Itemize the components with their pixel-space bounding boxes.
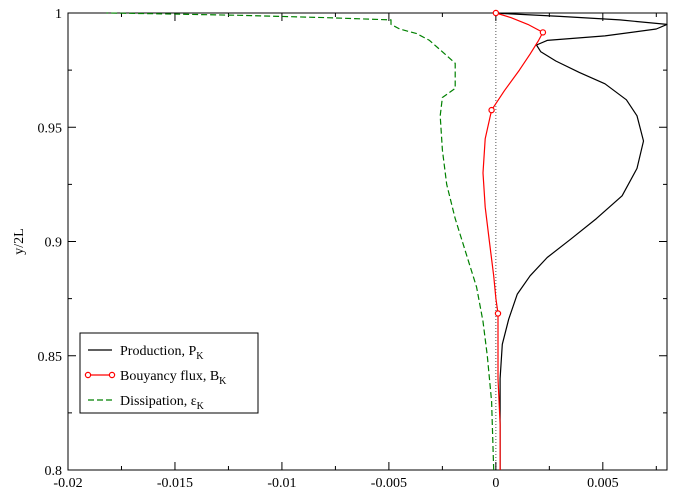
x-tick-label: -0.01: [267, 476, 296, 491]
axis-tick-labels: -0.02 -0.015 -0.01 -0.005 0 0.005 0.8 0.85 0.9 0.…: [38, 7, 619, 491]
series-line-0: [495, 12, 668, 470]
legend: Production, PK Bouyancy flux, BK Dissipati…: [79, 332, 259, 414]
series-marker-1: [539, 29, 547, 36]
y-tick-label: 0.9: [45, 236, 63, 251]
legend-subscript-0: K: [196, 351, 204, 362]
y-tick-label: 1: [55, 7, 62, 22]
x-tick-label: 0: [492, 476, 499, 491]
x-tick-label: -0.02: [53, 476, 82, 491]
series-marker-1: [492, 9, 500, 17]
legend-entry-0: Production, PK: [120, 344, 204, 362]
legend-marker-1: [108, 371, 116, 379]
x-tick-label: -0.005: [371, 476, 407, 491]
x-tick-label: -0.015: [157, 476, 193, 491]
series-marker-1: [488, 106, 495, 114]
series-line-2: [106, 12, 495, 471]
y-tick-label: 0.85: [38, 350, 63, 365]
y-tick-label: 0.8: [45, 464, 63, 479]
legend-subscript-2: K: [197, 401, 205, 412]
series-group: [106, 9, 668, 471]
x-tick-label: 0.005: [587, 476, 619, 491]
legend-entry-2: Dissipation, εK: [120, 394, 205, 412]
axis-ticks: [67, 12, 667, 471]
y-axis-label: y/2L: [12, 228, 27, 254]
legend-subscript-1: K: [219, 376, 227, 387]
legend-marker-1: [84, 371, 92, 379]
legend-entry-1: Bouyancy flux, BK: [120, 369, 227, 387]
series-marker-1: [494, 310, 502, 317]
y-tick-label: 0.95: [38, 121, 63, 136]
